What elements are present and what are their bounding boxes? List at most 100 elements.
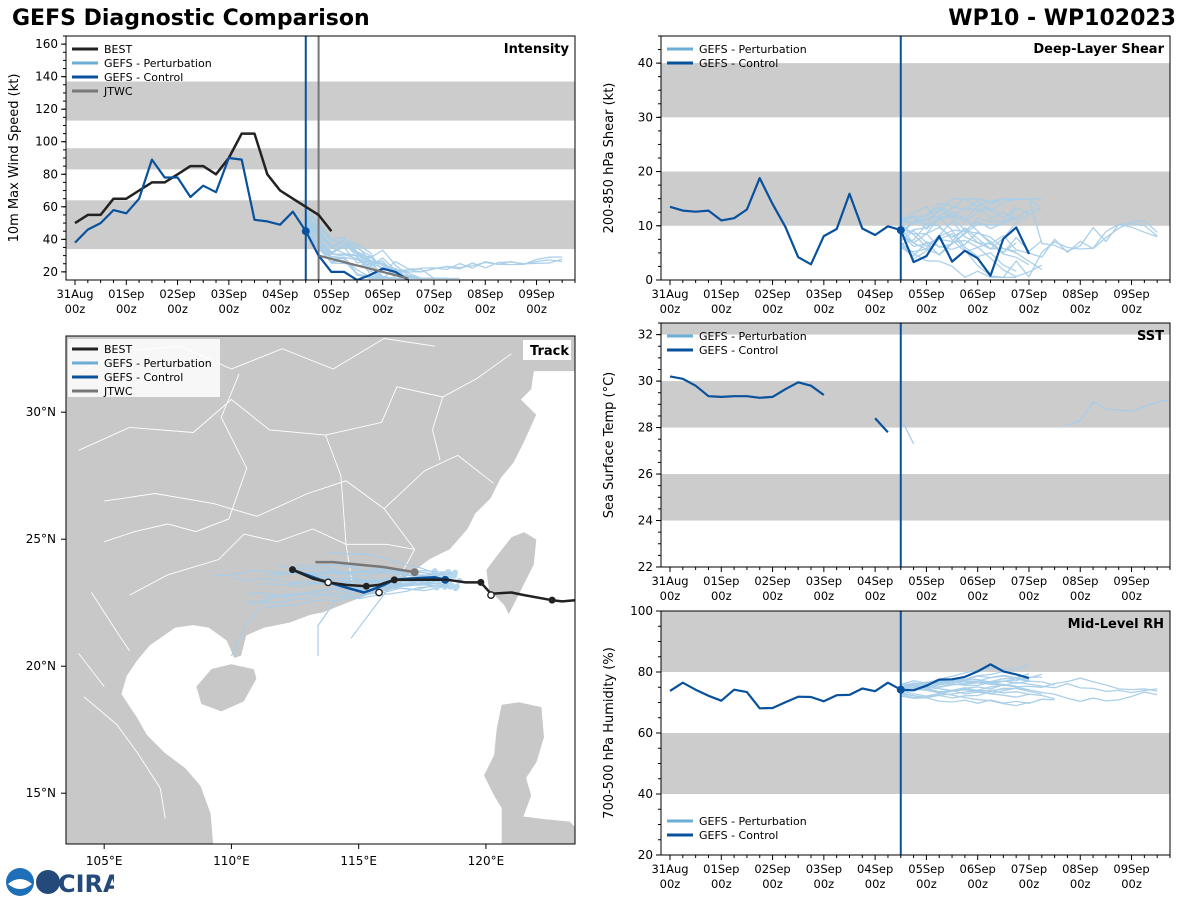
init-marker	[896, 685, 905, 694]
x-tick-sub: 00z	[1121, 589, 1142, 603]
perturbation-track	[350, 587, 390, 639]
x-tick-label: 07Sep	[416, 287, 452, 301]
y-tick-label: 20	[43, 265, 58, 279]
perturbation-track	[324, 569, 456, 578]
x-tick-label: 06Sep	[960, 862, 996, 876]
lat-tick-label: 20°N	[26, 659, 56, 673]
map-area	[66, 336, 575, 844]
x-tick-label: 09Sep	[518, 287, 554, 301]
series-best	[74, 132, 333, 232]
best-marker	[477, 578, 485, 586]
x-tick-label: 04Sep	[857, 862, 893, 876]
x-tick-sub: 00z	[916, 877, 937, 891]
x-tick-label: 03Sep	[806, 862, 842, 876]
y-tick-label: 120	[35, 102, 58, 116]
x-tick-sub: 00z	[116, 302, 137, 316]
best-marker-open	[324, 578, 333, 587]
lon-tick-label: 115°E	[340, 854, 377, 868]
y-tick-label: 32	[638, 328, 653, 342]
x-tick-sub: 00z	[372, 302, 393, 316]
chart-intensity: 2040608010012014016031Aug00z01Sep00z02Se…	[7, 35, 576, 316]
perturbation-start	[431, 568, 438, 575]
x-tick-label: 02Sep	[754, 287, 790, 301]
plot-area	[66, 36, 575, 280]
y-tick-label: 24	[638, 514, 653, 528]
y-tick-label: 30	[638, 110, 653, 124]
x-tick-sub: 00z	[270, 302, 291, 316]
shaded-band	[661, 323, 1170, 335]
y-tick-label: 80	[638, 665, 653, 679]
x-tick-label: 02Sep	[754, 862, 790, 876]
y-axis-label: 700-500 hPa Humidity (%)	[602, 647, 617, 819]
init-marker	[301, 227, 310, 236]
perturbation-start	[433, 584, 440, 591]
x-tick-sub: 00z	[711, 877, 732, 891]
y-tick-label: 26	[638, 467, 653, 481]
perturbation-start	[452, 569, 459, 576]
x-tick-sub: 00z	[1070, 877, 1091, 891]
legend-label: GEFS - Control	[104, 71, 183, 84]
y-tick-label: 40	[638, 787, 653, 801]
perturbation-track	[298, 571, 437, 589]
perturbation-line	[900, 677, 1158, 694]
plot-area	[661, 611, 1170, 855]
best-track	[292, 568, 575, 603]
perturbation-line	[902, 422, 915, 445]
x-tick-label: 08Sep	[467, 287, 503, 301]
jtwc-marker	[410, 568, 419, 577]
perturbation-track	[321, 567, 449, 575]
perturbation-line	[1067, 399, 1170, 426]
legend-label: GEFS - Perturbation	[104, 357, 212, 370]
y-tick-label: 160	[35, 37, 58, 51]
x-tick-sub: 00z	[762, 877, 783, 891]
perturbation-track	[259, 573, 451, 588]
cira-noaa-logo: CIRA	[6, 868, 114, 898]
x-tick-sub: 00z	[167, 302, 188, 316]
shaded-band	[661, 474, 1170, 521]
x-tick-sub: 00z	[321, 302, 342, 316]
x-tick-sub: 00z	[814, 877, 835, 891]
legend-label: GEFS - Perturbation	[699, 43, 807, 56]
x-tick-label: 08Sep	[1062, 862, 1098, 876]
y-axis-label: Sea Surface Temp (°C)	[602, 372, 617, 519]
shaded-band	[661, 63, 1170, 118]
shaded-band	[661, 381, 1170, 428]
lat-tick-label: 30°N	[26, 405, 56, 419]
x-tick-label: 05Sep	[313, 287, 349, 301]
lat-tick-label: 25°N	[26, 532, 56, 546]
perturbation-track	[274, 564, 452, 586]
y-tick-label: 30	[638, 374, 653, 388]
y-tick-label: 10	[638, 219, 653, 233]
jtwc-track	[315, 560, 415, 574]
y-tick-label: 20	[638, 848, 653, 862]
x-tick-label: 31Aug	[56, 287, 93, 301]
x-tick-label: 09Sep	[1113, 574, 1149, 588]
chart-title: Mid-Level RH	[1068, 617, 1164, 632]
x-tick-label: 04Sep	[857, 574, 893, 588]
x-tick-sub: 00z	[1070, 589, 1091, 603]
perturbation-track	[264, 585, 445, 608]
x-tick-sub: 00z	[762, 589, 783, 603]
best-marker	[362, 582, 370, 590]
series-gefs-control	[74, 156, 409, 280]
perturbation-track	[327, 551, 449, 573]
perturbation-line	[305, 219, 447, 280]
x-tick-label: 01Sep	[703, 862, 739, 876]
legend-label: GEFS - Control	[699, 344, 778, 357]
perturbation-track	[317, 599, 337, 656]
x-tick-sub: 00z	[865, 589, 886, 603]
y-axis-label: 10m Max Wind Speed (kt)	[7, 74, 22, 243]
perturbation-line	[900, 242, 1017, 279]
x-tick-label: 03Sep	[806, 574, 842, 588]
shaded-band	[661, 733, 1170, 794]
province-border	[91, 592, 130, 652]
legend-label: JTWC	[103, 385, 133, 398]
shaded-band	[66, 81, 575, 121]
x-tick-label: 05Sep	[908, 862, 944, 876]
x-tick-sub: 00z	[967, 589, 988, 603]
series-gefs-control	[874, 417, 889, 433]
x-tick-sub: 00z	[762, 302, 783, 316]
plot-area	[661, 36, 1170, 280]
legend-label: GEFS - Perturbation	[699, 330, 807, 343]
